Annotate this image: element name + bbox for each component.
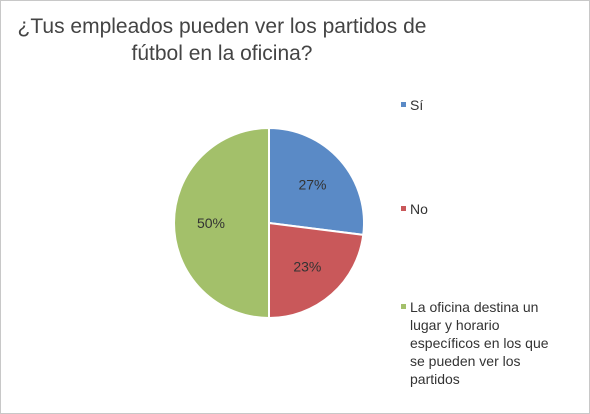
pie-slice-oficina: [173, 126, 270, 320]
pie-slice-no: [268, 221, 365, 320]
data-label-si: 27%: [298, 177, 326, 193]
legend-swatch-si: [401, 102, 406, 107]
legend-label-no: No: [410, 201, 428, 217]
chart-title: ¿Tus empleados pueden ver los partidos d…: [7, 13, 437, 67]
pie-slice-si: [268, 126, 365, 237]
legend-item-si: Sí: [401, 96, 586, 114]
legend-swatch-oficina: [401, 304, 406, 309]
legend-label-si: Sí: [410, 97, 424, 113]
data-label-oficina: 50%: [197, 215, 225, 231]
legend-label-oficina: La oficina destina un lugar y horario es…: [410, 299, 549, 387]
data-label-no: 23%: [293, 259, 321, 275]
chart-title-line-2: fútbol en la oficina?: [131, 42, 313, 65]
legend-item-oficina: La oficina destina un lugar y horario es…: [401, 298, 563, 388]
chart-title-line-1: ¿Tus empleados pueden ver los partidos d…: [17, 15, 427, 38]
legend-swatch-no: [401, 206, 406, 211]
legend-item-no: No: [401, 200, 586, 218]
